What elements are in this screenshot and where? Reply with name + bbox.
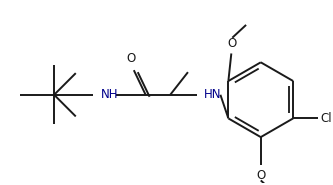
Text: O: O: [256, 169, 265, 182]
Text: O: O: [126, 52, 136, 65]
Text: Cl: Cl: [321, 112, 332, 125]
Text: NH: NH: [101, 88, 119, 101]
Text: HN: HN: [204, 88, 221, 101]
Text: O: O: [228, 37, 237, 50]
